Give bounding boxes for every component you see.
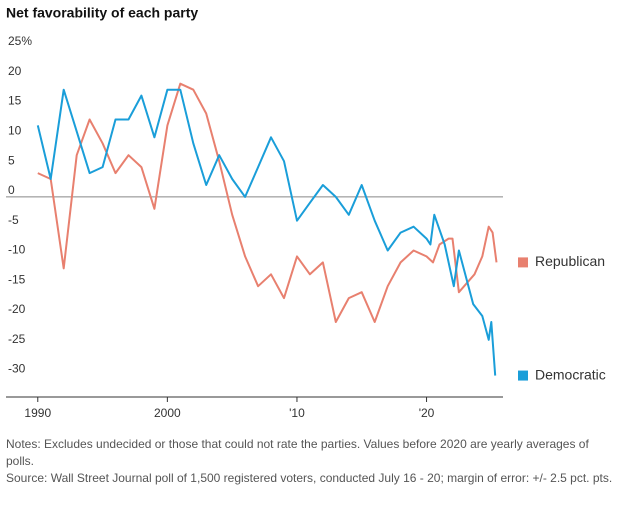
line-series <box>36 88 497 376</box>
notes-block: Notes: Excludes undecided or those that … <box>6 436 618 487</box>
x-tick-label: '20 <box>419 406 435 420</box>
y-tick-label: 25% <box>8 34 32 48</box>
x-tick-label: 1990 <box>24 406 51 420</box>
y-tick-label: -10 <box>8 243 26 257</box>
legend-swatch <box>518 257 528 268</box>
source: Source: Wall Street Journal poll of 1,50… <box>6 471 613 485</box>
x-tick-label: 2000 <box>154 406 181 420</box>
chart: Net favorability of each party 25% 20 15 10… <box>6 5 606 420</box>
legend-label: Democratic <box>535 366 606 382</box>
line-series <box>37 82 498 323</box>
y-tick-label: -25 <box>8 332 26 346</box>
legend-swatch <box>518 370 528 381</box>
y-tick-label: 10 <box>8 124 22 138</box>
x-tick-label: '10 <box>289 406 305 420</box>
legend-label: Republican <box>535 253 605 269</box>
y-tick-label: -30 <box>8 362 26 376</box>
notes: Notes: Excludes undecided or those that … <box>6 437 589 468</box>
y-tick-label: -5 <box>8 213 19 227</box>
y-tick-label: 0 <box>8 183 15 197</box>
y-tick-label: -20 <box>8 302 26 316</box>
y-tick-label: 15 <box>8 94 22 108</box>
y-tick-label: -15 <box>8 272 26 286</box>
y-tick-label: 20 <box>8 64 22 78</box>
y-tick-label: 5 <box>8 153 15 167</box>
chart-title: Net favorability of each party <box>6 5 198 21</box>
